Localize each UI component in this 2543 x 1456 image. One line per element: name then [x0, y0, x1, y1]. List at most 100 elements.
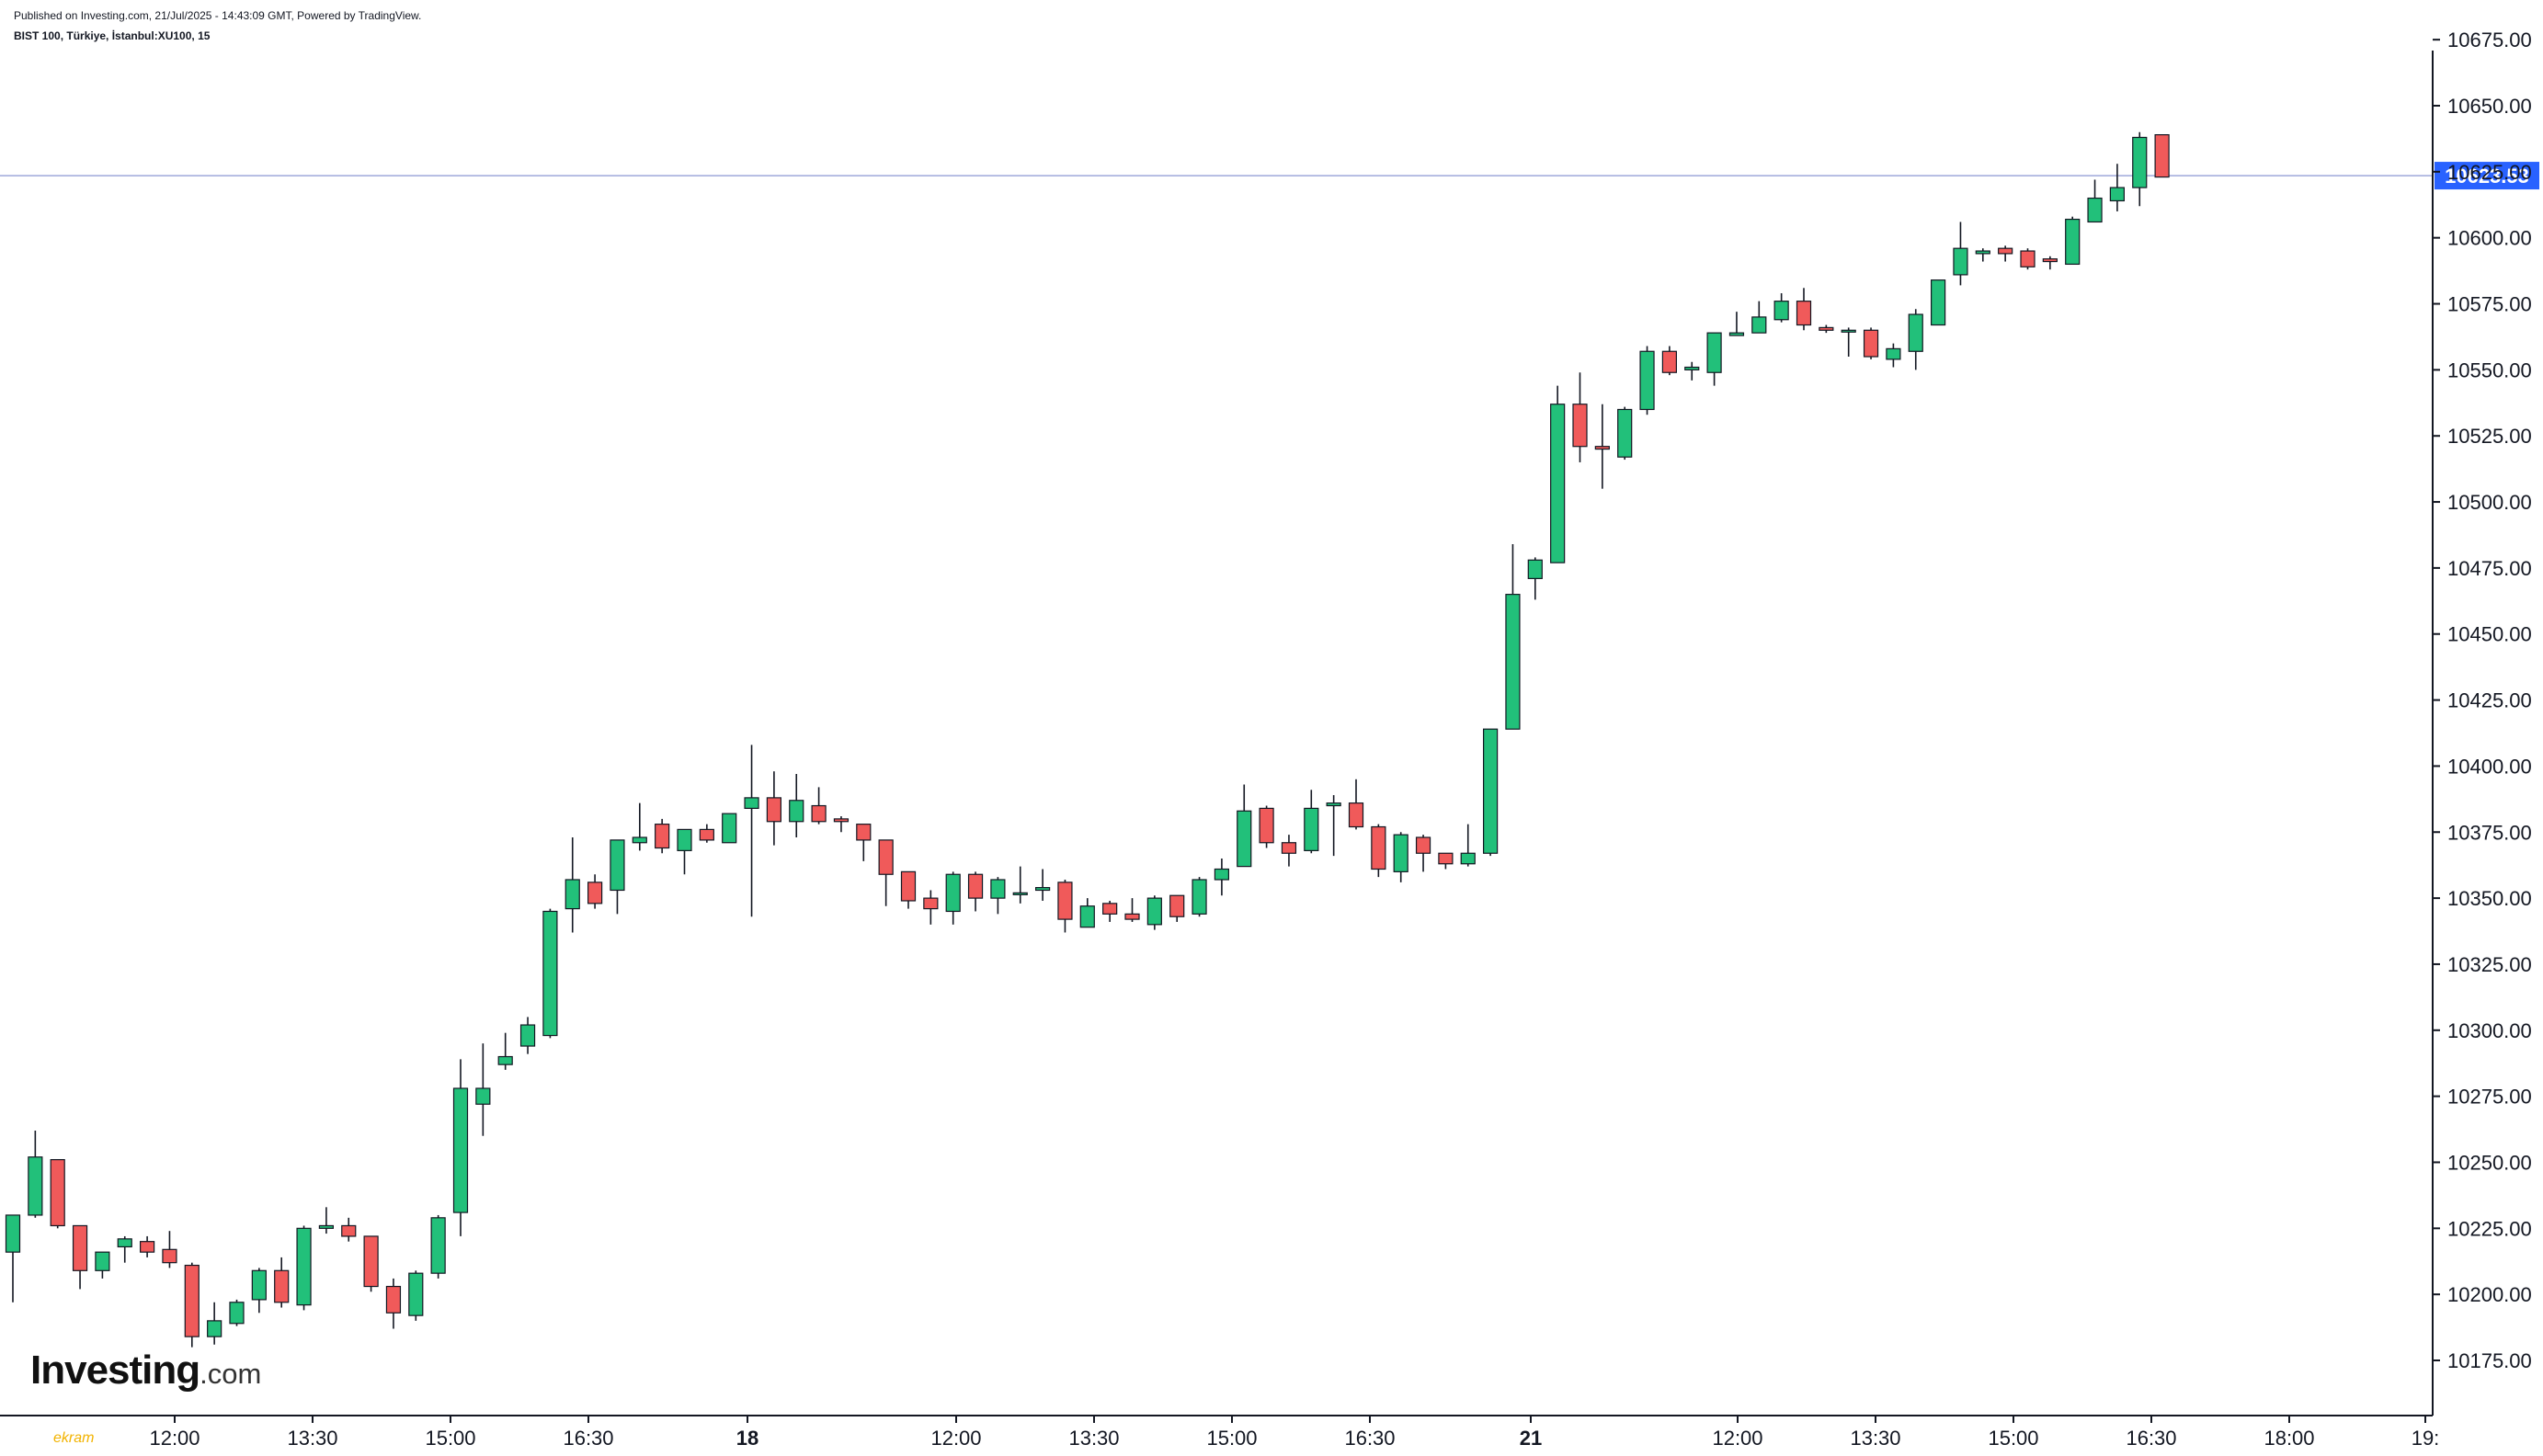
- candle[interactable]: [1438, 852, 1454, 870]
- candle[interactable]: [1237, 784, 1252, 868]
- candle[interactable]: [452, 1059, 469, 1236]
- candle[interactable]: [1034, 869, 1051, 901]
- candle[interactable]: [2042, 256, 2058, 270]
- candle[interactable]: [1527, 557, 1543, 600]
- candle[interactable]: [274, 1257, 290, 1308]
- candle[interactable]: [1931, 279, 1946, 326]
- candle[interactable]: [587, 874, 603, 909]
- candle[interactable]: [1192, 877, 1207, 917]
- candle[interactable]: [341, 1217, 357, 1242]
- candle[interactable]: [1348, 779, 1364, 830]
- candle[interactable]: [1124, 898, 1140, 922]
- candle[interactable]: [1415, 835, 1431, 872]
- candle[interactable]: [1684, 361, 1700, 381]
- candle[interactable]: [564, 837, 580, 933]
- candle[interactable]: [722, 813, 737, 844]
- candle[interactable]: [117, 1235, 132, 1263]
- candle[interactable]: [229, 1299, 245, 1326]
- candle[interactable]: [1773, 293, 1789, 323]
- candle[interactable]: [1953, 222, 1968, 286]
- candle[interactable]: [1259, 805, 1274, 848]
- candle[interactable]: [140, 1235, 155, 1257]
- candle[interactable]: [1102, 900, 1118, 922]
- candle[interactable]: [207, 1302, 222, 1345]
- candle[interactable]: [363, 1235, 379, 1292]
- candle[interactable]: [408, 1270, 424, 1321]
- candle[interactable]: [162, 1231, 177, 1268]
- candle[interactable]: [677, 828, 692, 875]
- candle[interactable]: [1975, 248, 1990, 262]
- candle[interactable]: [519, 1017, 536, 1054]
- candle[interactable]: [878, 839, 894, 906]
- candle[interactable]: [1214, 859, 1230, 896]
- candle[interactable]: [72, 1224, 88, 1290]
- candle[interactable]: [475, 1043, 491, 1136]
- candle[interactable]: [1460, 824, 1476, 867]
- candle[interactable]: [610, 839, 625, 915]
- candle[interactable]: [1908, 309, 1923, 370]
- candle[interactable]: [50, 1158, 65, 1229]
- candle[interactable]: [184, 1262, 200, 1348]
- candle[interactable]: [1371, 824, 1386, 878]
- candle[interactable]: [1728, 312, 1745, 336]
- candle[interactable]: [2109, 164, 2125, 211]
- candle[interactable]: [2020, 248, 2036, 270]
- candle[interactable]: [1079, 898, 1095, 928]
- candle[interactable]: [2065, 216, 2081, 266]
- candle[interactable]: [1998, 245, 2013, 262]
- candle[interactable]: [1057, 879, 1073, 933]
- candle[interactable]: [5, 1214, 21, 1302]
- candle[interactable]: [1751, 301, 1767, 334]
- candle[interactable]: [1639, 346, 1655, 415]
- candle[interactable]: [1146, 895, 1162, 930]
- candle[interactable]: [296, 1225, 312, 1311]
- candle[interactable]: [923, 890, 939, 925]
- candle[interactable]: [28, 1130, 43, 1218]
- candle[interactable]: [430, 1214, 446, 1279]
- candle[interactable]: [1326, 795, 1341, 857]
- candle[interactable]: [1281, 835, 1297, 867]
- candle[interactable]: [1617, 406, 1633, 461]
- candle[interactable]: [1393, 832, 1408, 882]
- candle[interactable]: [967, 871, 984, 912]
- candle[interactable]: [1482, 728, 1499, 857]
- candle[interactable]: [1169, 894, 1185, 922]
- candle[interactable]: [1886, 343, 1901, 368]
- candle[interactable]: [789, 774, 804, 838]
- candle[interactable]: [2132, 131, 2148, 207]
- candle[interactable]: [2087, 179, 2103, 223]
- candle[interactable]: [1594, 404, 1610, 489]
- candle[interactable]: [1841, 327, 1856, 357]
- candle[interactable]: [1505, 544, 1521, 730]
- candle[interactable]: [251, 1268, 267, 1314]
- candle[interactable]: [1550, 385, 1566, 563]
- candle[interactable]: [990, 877, 1006, 915]
- candle[interactable]: [1706, 332, 1722, 386]
- y-tick-label: 10625.00: [2447, 161, 2532, 184]
- candle[interactable]: [2154, 134, 2170, 178]
- candle[interactable]: [811, 787, 827, 825]
- candle[interactable]: [385, 1278, 402, 1329]
- candle[interactable]: [1304, 790, 1319, 854]
- candle[interactable]: [945, 871, 961, 925]
- candle[interactable]: [766, 771, 782, 846]
- candle[interactable]: [655, 818, 670, 854]
- candle[interactable]: [542, 908, 558, 1039]
- candle[interactable]: [699, 824, 714, 843]
- candle[interactable]: [833, 816, 850, 833]
- candle[interactable]: [318, 1207, 334, 1234]
- candle[interactable]: [632, 802, 647, 851]
- candle[interactable]: [1012, 866, 1028, 904]
- candle[interactable]: [497, 1032, 513, 1070]
- candle-body-up: [296, 1227, 312, 1306]
- candle[interactable]: [1661, 346, 1678, 376]
- candle[interactable]: [1819, 324, 1834, 334]
- candle[interactable]: [95, 1251, 110, 1279]
- candle[interactable]: [856, 824, 872, 861]
- candle[interactable]: [1572, 372, 1588, 462]
- candle[interactable]: [900, 870, 917, 909]
- candle[interactable]: [1796, 288, 1812, 331]
- candle[interactable]: [744, 745, 759, 917]
- candle[interactable]: [1863, 327, 1879, 359]
